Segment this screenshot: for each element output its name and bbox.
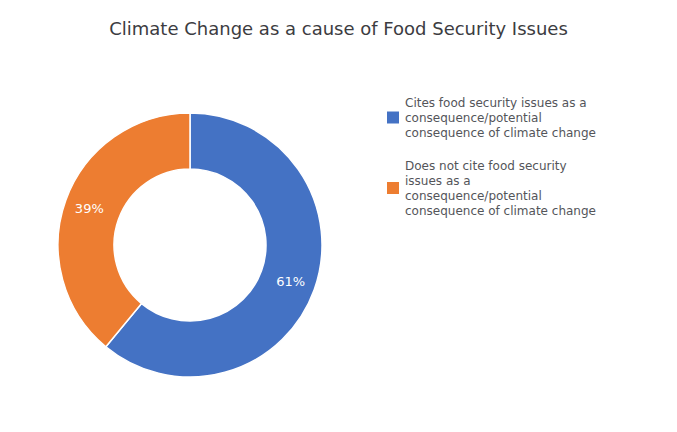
svg-text:consequence of climate change: consequence of climate change <box>405 126 596 140</box>
svg-text:39%: 39% <box>75 201 104 216</box>
svg-text:Cites food security issues as: Cites food security issues as a <box>405 96 587 110</box>
svg-text:Does not cite food security: Does not cite food security <box>405 159 567 173</box>
svg-text:consequence/potential: consequence/potential <box>405 189 542 203</box>
svg-text:issues as a: issues as a <box>405 174 471 188</box>
svg-text:consequence of climate change: consequence of climate change <box>405 204 596 218</box>
svg-text:61%: 61% <box>276 274 305 289</box>
svg-text:consequence/potential: consequence/potential <box>405 111 542 125</box>
svg-text:Climate Change as a cause of F: Climate Change as a cause of Food Securi… <box>109 18 568 39</box>
